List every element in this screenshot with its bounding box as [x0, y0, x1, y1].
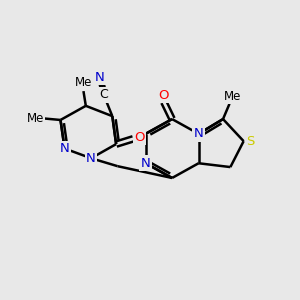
Text: Me: Me — [224, 90, 242, 103]
Text: N: N — [194, 127, 203, 140]
Text: N: N — [141, 157, 151, 170]
Text: O: O — [158, 89, 169, 102]
Text: S: S — [246, 135, 254, 148]
Text: O: O — [134, 131, 145, 144]
Text: C: C — [99, 88, 108, 101]
Text: Me: Me — [27, 112, 44, 125]
Text: Me: Me — [75, 76, 92, 89]
Text: N: N — [60, 142, 70, 155]
Text: N: N — [86, 152, 96, 165]
Text: N: N — [95, 71, 105, 84]
